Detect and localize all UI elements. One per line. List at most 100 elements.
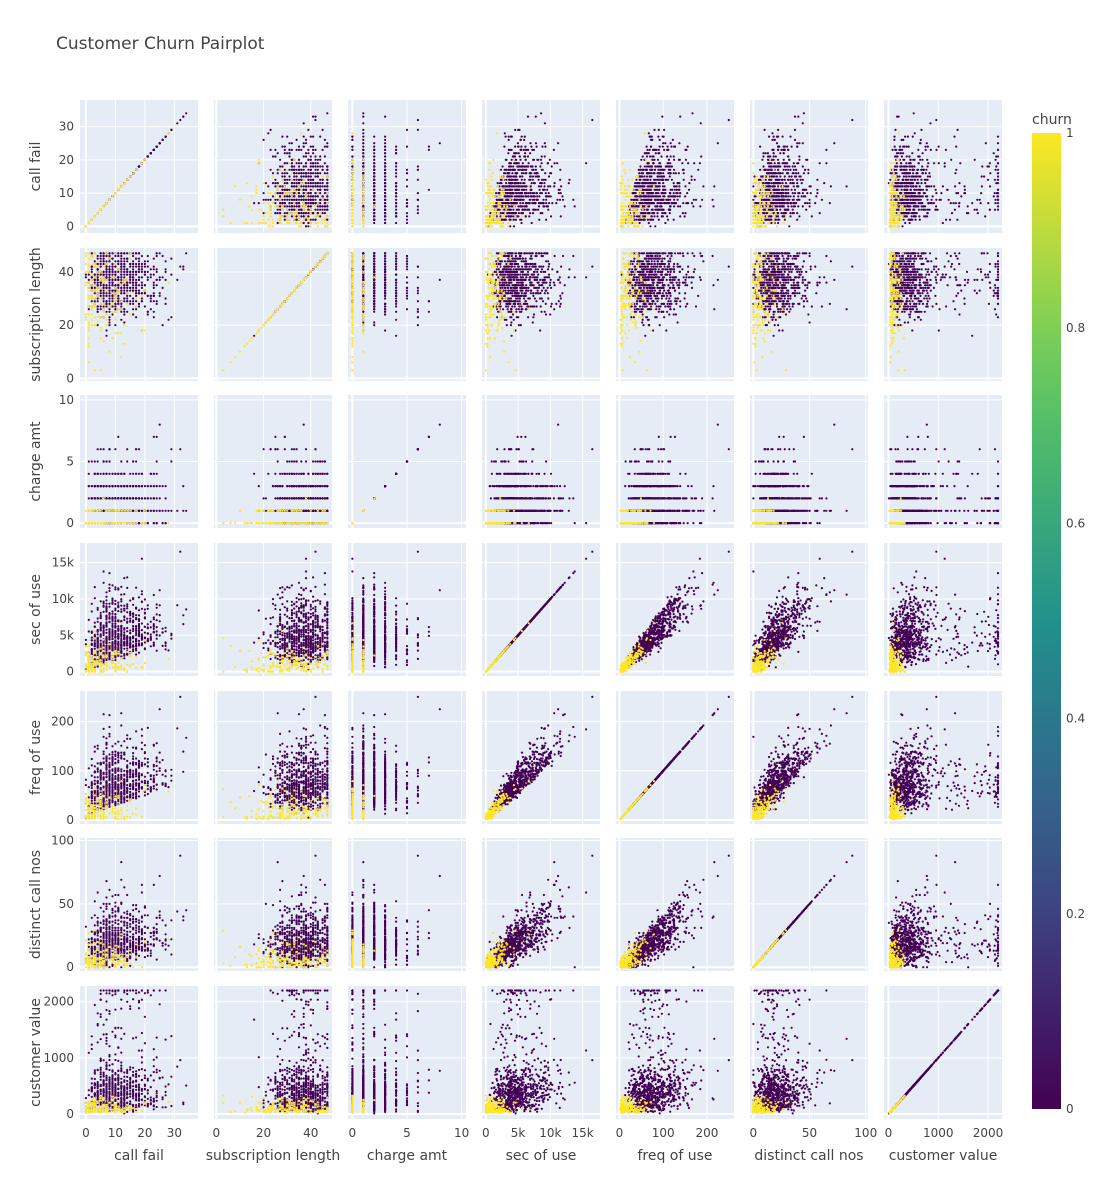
data-point — [263, 139, 265, 141]
data-point — [300, 132, 302, 134]
data-point — [298, 202, 300, 204]
data-point — [310, 209, 312, 211]
data-point — [141, 162, 143, 164]
data-point — [310, 155, 312, 157]
data-point — [291, 209, 293, 211]
data-point — [284, 146, 286, 148]
data-point — [267, 225, 269, 227]
data-point — [288, 195, 290, 197]
data-point — [274, 149, 276, 151]
data-point — [267, 202, 269, 204]
data-point — [281, 199, 283, 201]
data-point — [305, 205, 307, 207]
data-point — [277, 209, 279, 211]
data-point — [277, 185, 279, 187]
data-point — [281, 179, 283, 181]
data-point — [274, 212, 276, 214]
data-point — [307, 129, 309, 131]
data-point — [291, 192, 293, 194]
data-point — [293, 205, 295, 207]
data-point — [288, 212, 290, 214]
data-point — [310, 165, 312, 167]
data-point — [310, 162, 312, 164]
data-point — [281, 136, 283, 138]
data-point — [307, 205, 309, 207]
data-point — [284, 219, 286, 221]
data-point — [303, 222, 305, 224]
data-point — [312, 185, 314, 187]
data-point — [324, 212, 326, 214]
data-point — [300, 225, 302, 227]
data-point — [322, 209, 324, 211]
data-point — [305, 182, 307, 184]
data-point — [291, 179, 293, 181]
data-point — [326, 189, 328, 191]
data-point — [286, 192, 288, 194]
data-point — [258, 159, 260, 161]
data-point — [310, 182, 312, 184]
data-point — [312, 136, 314, 138]
data-point — [284, 162, 286, 164]
data-point — [305, 185, 307, 187]
data-point — [288, 222, 290, 224]
data-point — [319, 209, 321, 211]
data-point — [298, 195, 300, 197]
data-point — [326, 169, 328, 171]
data-point — [300, 162, 302, 164]
data-point — [286, 195, 288, 197]
data-point — [296, 182, 298, 184]
data-point — [279, 202, 281, 204]
data-point — [170, 129, 172, 131]
data-point — [314, 172, 316, 174]
data-point — [286, 182, 288, 184]
data-point — [138, 165, 140, 167]
data-point — [270, 215, 272, 217]
data-point — [279, 219, 281, 221]
data-point — [298, 199, 300, 201]
data-point — [293, 172, 295, 174]
data-point — [251, 195, 253, 197]
data-point — [291, 199, 293, 201]
data-point — [129, 175, 131, 177]
data-point — [322, 175, 324, 177]
data-point — [322, 169, 324, 171]
data-point — [317, 209, 319, 211]
data-point — [279, 209, 281, 211]
data-point — [298, 159, 300, 161]
data-point — [296, 209, 298, 211]
data-point — [255, 189, 257, 191]
data-point — [314, 195, 316, 197]
data-point — [307, 202, 309, 204]
data-point — [293, 195, 295, 197]
data-point — [319, 199, 321, 201]
data-point — [281, 175, 283, 177]
data-point — [274, 192, 276, 194]
data-point — [159, 142, 161, 144]
data-point — [284, 149, 286, 151]
data-point — [417, 179, 419, 181]
data-point — [324, 162, 326, 164]
data-point — [281, 195, 283, 197]
data-point — [303, 212, 305, 214]
data-point — [319, 189, 321, 191]
data-point — [428, 146, 430, 148]
data-point — [296, 172, 298, 174]
data-point — [317, 215, 319, 217]
data-point — [272, 222, 274, 224]
data-point — [305, 202, 307, 204]
data-point — [312, 182, 314, 184]
data-point — [314, 222, 316, 224]
data-point — [322, 205, 324, 207]
data-point — [307, 219, 309, 221]
data-point — [303, 195, 305, 197]
data-point — [305, 155, 307, 157]
data-point — [307, 172, 309, 174]
data-point — [296, 199, 298, 201]
data-point — [274, 179, 276, 181]
data-point — [296, 212, 298, 214]
data-point — [322, 149, 324, 151]
data-point — [291, 165, 293, 167]
data-point — [293, 215, 295, 217]
data-point — [307, 149, 309, 151]
data-point — [291, 169, 293, 171]
